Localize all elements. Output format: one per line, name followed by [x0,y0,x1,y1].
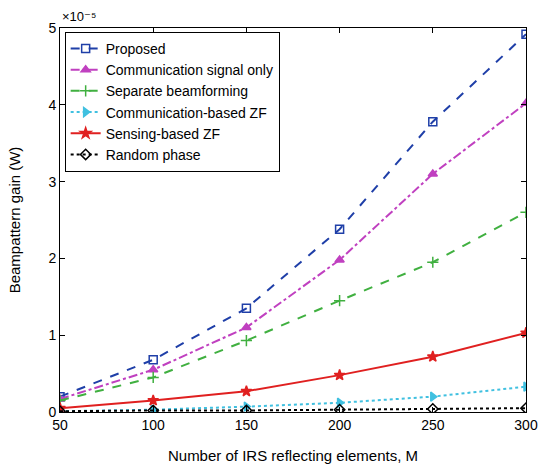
svg-text:4: 4 [48,97,56,113]
svg-text:1: 1 [48,327,56,343]
svg-text:250: 250 [421,417,445,433]
svg-text:2: 2 [48,250,56,266]
svg-text:Separate beamforming: Separate beamforming [106,83,248,99]
svg-text:Random phase: Random phase [106,147,201,163]
svg-text:0: 0 [48,404,56,420]
svg-text:Beampattern gain (W): Beampattern gain (W) [6,147,23,294]
svg-text:Number of IRS reflecting eleme: Number of IRS reflecting elements, M [168,447,418,464]
svg-text:150: 150 [235,417,259,433]
svg-text:×10⁻⁵: ×10⁻⁵ [62,9,96,24]
svg-text:Communication-based ZF: Communication-based ZF [106,105,267,121]
svg-text:100: 100 [142,417,166,433]
svg-text:Proposed: Proposed [106,41,166,57]
svg-text:Sensing-based ZF: Sensing-based ZF [106,126,220,142]
svg-text:300: 300 [514,417,538,433]
svg-text:3: 3 [48,174,56,190]
svg-text:5: 5 [48,20,56,36]
svg-text:Communication signal only: Communication signal only [106,62,273,78]
svg-text:50: 50 [52,417,68,433]
svg-text:200: 200 [328,417,352,433]
